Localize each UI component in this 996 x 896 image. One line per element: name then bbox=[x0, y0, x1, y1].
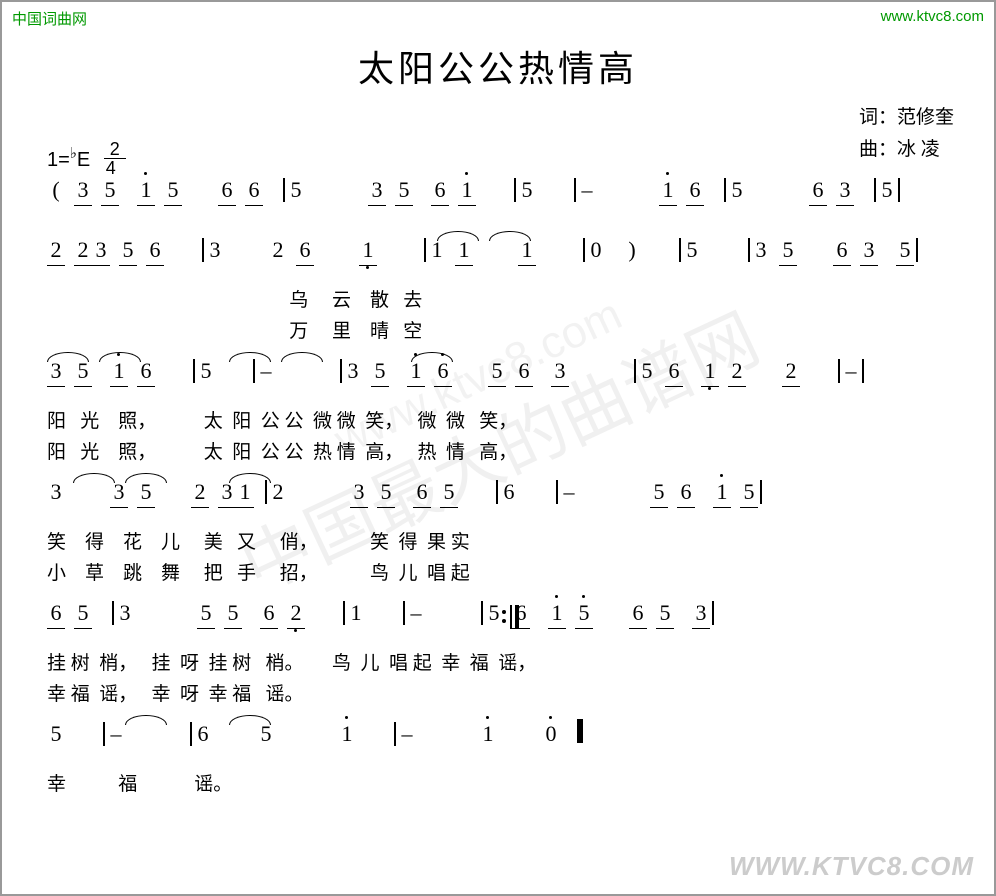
repeat-start bbox=[502, 602, 519, 629]
music-score-page: 中国词曲网 www.ktvc8.com 中国最大的曲谱网 www.ktvc8.c… bbox=[0, 0, 996, 896]
lyrics-line-1: 乌 云 散 去 bbox=[47, 287, 954, 316]
notation-line: (351566535615–165635 bbox=[47, 177, 954, 225]
lyricist: 词：范修奎 bbox=[859, 102, 954, 134]
notation-line: 5–651–10 bbox=[47, 721, 954, 769]
credits: 词：范修奎 曲：冰 凌 bbox=[859, 102, 954, 167]
lyrics-line-2: 阳 光 照， 太 阳 公 公 热 情 高， 热 情 高， bbox=[47, 439, 954, 468]
time-signature: 24 bbox=[104, 140, 126, 177]
notation-line: 335231235656–5615 bbox=[47, 479, 954, 527]
lyrics-line-2: 小 草 跳 舞 把 手 招， 鸟 儿 唱 起 bbox=[47, 560, 954, 589]
system-4: 65355621–5615653挂 树 梢， 挂 呀 挂 树 梢。 鸟 儿 唱 … bbox=[47, 600, 954, 709]
song-title: 太阳公公热情高 bbox=[2, 40, 994, 92]
system-0: (351566535615–165635 bbox=[47, 177, 954, 225]
notation-line: 35165–351656356122– bbox=[47, 358, 954, 406]
lyrics-line-1: 幸 福 谣。 bbox=[47, 771, 954, 800]
system-5: 5–651–10 幸 福 谣。 bbox=[47, 721, 954, 800]
lyrics-line-2: 幸 福 谣， 幸 呀 幸 福 谣。 bbox=[47, 681, 954, 710]
watermark-bottom: WWW.KTVC8.COM bbox=[729, 851, 974, 882]
score-body: (351566535615–165635 2235632611110)535635… bbox=[47, 177, 954, 812]
lyrics-line-1: 笑 得 花 儿 美 又 俏， 笑 得 果 实 bbox=[47, 529, 954, 558]
final-barline bbox=[577, 719, 586, 749]
watermark-left: 中国词曲网 bbox=[12, 8, 87, 29]
lyrics-line-1: 挂 树 梢， 挂 呀 挂 树 梢。 鸟 儿 唱 起 幸 福 谣， bbox=[47, 650, 954, 679]
system-3: 335231235656–5615笑 得 花 儿 美 又 俏， 笑 得 果 实小… bbox=[47, 479, 954, 588]
system-2: 35165–351656356122–阳 光 照， 太 阳 公 公 微 微 笑，… bbox=[47, 358, 954, 467]
lyrics-line-1: 阳 光 照， 太 阳 公 公 微 微 笑， 微 微 笑， bbox=[47, 408, 954, 437]
notation-line: 2235632611110)535635 bbox=[47, 237, 954, 285]
key-signature: 1=♭E 24 bbox=[47, 142, 126, 179]
notation-line: 65355621–5615653 bbox=[47, 600, 954, 648]
lyrics-line-2: 万 里 晴 空 bbox=[47, 318, 954, 347]
composer: 曲：冰 凌 bbox=[859, 134, 954, 166]
system-1: 2235632611110)535635 乌 云 散 去 万 里 晴 空 bbox=[47, 237, 954, 346]
watermark-right: www.ktvc8.com bbox=[881, 8, 984, 25]
